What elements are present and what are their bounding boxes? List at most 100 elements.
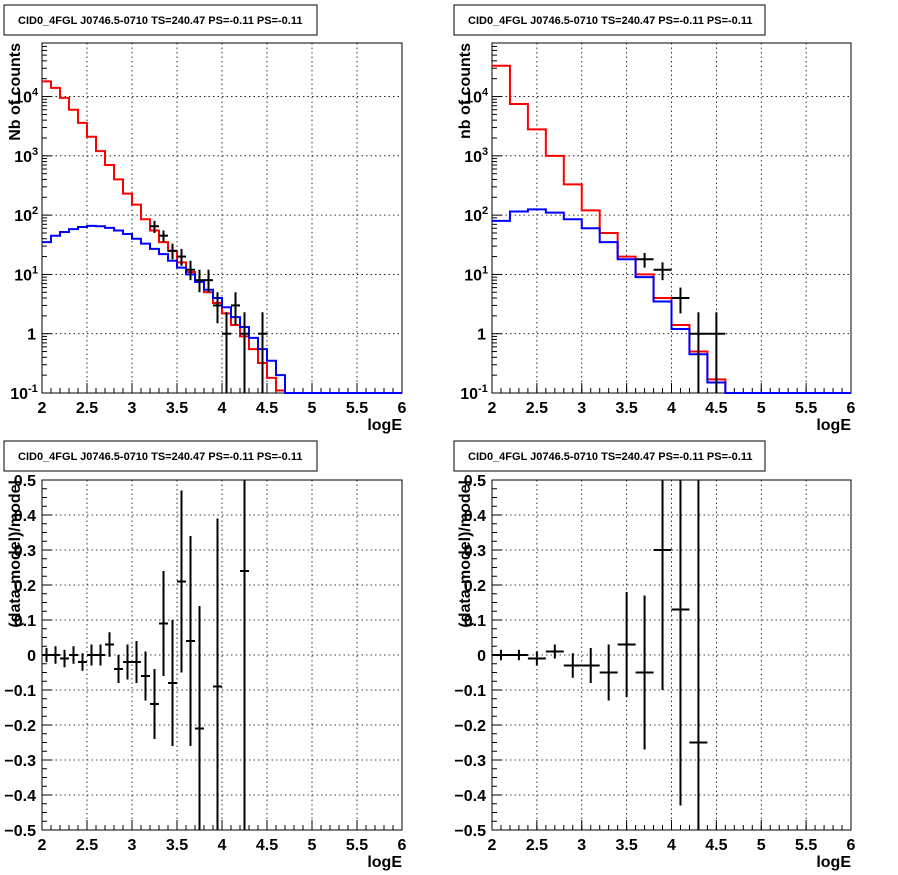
y-tick-exponent: 2	[32, 205, 38, 217]
x-tick-label: 3.5	[166, 837, 188, 854]
data-points	[150, 220, 267, 393]
title-box	[3, 440, 318, 472]
y-tick-label: 10	[14, 267, 32, 284]
y-tick-label: −0.2	[454, 718, 486, 735]
y-tick-exponent: 3	[32, 146, 38, 158]
data-point	[231, 292, 240, 326]
y-tick-label: −0.3	[454, 753, 486, 770]
x-tick-label: 6	[847, 400, 856, 417]
x-tick-label: 4.5	[705, 400, 727, 417]
x-tick-label: 4.5	[256, 837, 278, 854]
chart-title: CID0_4FGL J0746.5-0710 TS=240.47 PS=-0.1…	[18, 451, 302, 463]
y-tick-label: 10	[464, 208, 482, 225]
chart-title: CID0_4FGL J0746.5-0710 TS=240.47 PS=-0.1…	[468, 451, 752, 463]
x-tick-label: 6	[398, 400, 407, 417]
x-tick-label: 4	[667, 400, 676, 417]
x-tick-label: 5.5	[795, 400, 817, 417]
data-point	[150, 669, 159, 739]
data-point	[635, 595, 654, 750]
data-point	[168, 620, 177, 746]
y-tick-label: 0.3	[464, 543, 486, 560]
x-tick-label: 5	[757, 400, 766, 417]
y-tick-label: 10	[464, 267, 482, 284]
x-tick-label: 5.5	[346, 837, 368, 854]
y-tick-exponent: 2	[482, 205, 488, 217]
x-tick-label: 3	[128, 400, 137, 417]
x-tick-label: 3	[577, 400, 586, 417]
data-point	[213, 518, 222, 830]
x-tick-label: 4	[218, 400, 227, 417]
y-tick-exponent: 3	[482, 146, 488, 158]
data-point	[51, 646, 60, 664]
data-point	[689, 480, 708, 830]
data-point	[177, 490, 186, 673]
plot-frame	[41, 42, 403, 394]
y-tick-label: 0.3	[14, 543, 36, 560]
data-point	[240, 480, 249, 830]
x-tick-label: 5	[757, 837, 766, 854]
x-tick-label: 2.5	[76, 400, 98, 417]
data-point	[635, 252, 654, 268]
grid	[42, 43, 402, 393]
y-tick-label: 10	[14, 149, 32, 166]
x-tick-label: 4.5	[256, 400, 278, 417]
x-axis-label: logE	[816, 854, 851, 871]
data-point	[186, 260, 195, 281]
x-tick-label: 5	[308, 837, 317, 854]
x-tick-label: 5	[308, 400, 317, 417]
y-tick-label: 0.4	[14, 508, 36, 525]
x-tick-label: 4.5	[705, 837, 727, 854]
x-tick-label: 3.5	[166, 400, 188, 417]
y-tick-exponent: 1	[32, 264, 38, 276]
data-point	[545, 644, 564, 659]
data-point	[141, 651, 150, 701]
data-point	[581, 648, 600, 683]
x-tick-label: 3.5	[616, 837, 638, 854]
x-tick-label: 2.5	[526, 400, 548, 417]
data-point	[159, 230, 168, 243]
data-point	[509, 649, 528, 661]
y-tick-label: −0.5	[4, 823, 36, 840]
data-point	[689, 312, 708, 393]
data-point	[527, 651, 546, 666]
data-points	[42, 480, 249, 830]
y-tick-exponent: -1	[28, 383, 38, 395]
title-box	[453, 4, 766, 36]
data-point	[707, 312, 726, 393]
y-tick-label: 0.1	[14, 613, 36, 630]
chart-title: CID0_4FGL J0746.5-0710 TS=240.47 PS=-0.1…	[18, 15, 302, 27]
x-tick-label: 3.5	[616, 400, 638, 417]
data-point	[492, 649, 510, 661]
y-tick-label: 1	[477, 327, 486, 344]
data-point	[563, 653, 582, 678]
chart-panel-3: CID0_4FGL J0746.5-0710 TS=240.47 PS=-0.1…	[3, 440, 407, 871]
series-line-model_total	[492, 64, 851, 394]
y-tick-label: 10	[10, 386, 28, 403]
x-axis-label: logE	[367, 417, 402, 434]
y-tick-label: 0.1	[464, 613, 486, 630]
grid	[492, 480, 851, 830]
x-tick-label: 2	[488, 837, 497, 854]
data-point	[159, 571, 168, 676]
y-tick-label: 0.2	[14, 578, 36, 595]
x-tick-label: 6	[398, 837, 407, 854]
x-tick-label: 5.5	[795, 837, 817, 854]
y-tick-exponent: -1	[478, 383, 488, 395]
y-tick-label: −0.4	[4, 788, 36, 805]
data-points	[635, 252, 726, 393]
y-tick-label: 0	[27, 648, 36, 665]
title-box	[453, 440, 766, 472]
x-tick-label: 5.5	[346, 400, 368, 417]
data-point	[60, 649, 69, 668]
y-tick-label: 0.5	[14, 473, 36, 490]
data-point	[213, 292, 222, 324]
y-tick-label: 10	[460, 386, 478, 403]
data-point	[653, 480, 672, 690]
y-axis-label: (data-model)/model	[457, 480, 474, 628]
data-points	[492, 480, 708, 830]
y-tick-label: 10	[464, 149, 482, 166]
data-point	[186, 536, 195, 746]
data-point	[78, 653, 87, 671]
data-point	[123, 644, 132, 680]
